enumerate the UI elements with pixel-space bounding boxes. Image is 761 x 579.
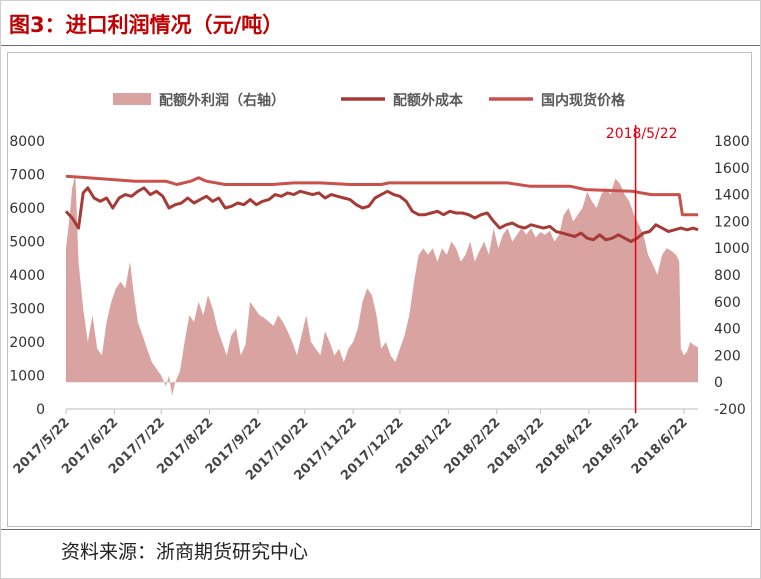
- y-left-tick-label: 5000: [9, 235, 45, 251]
- y-left-tick-label: 3000: [9, 302, 45, 318]
- y-left-tick-label: 7000: [9, 168, 45, 184]
- y-right-tick-label: 0: [714, 375, 723, 391]
- y-left-tick-label: 8000: [9, 134, 45, 150]
- legend-swatch-0: [113, 93, 151, 105]
- y-right-tick-label: 400: [714, 322, 741, 338]
- y-right-tick-label: 1800: [714, 134, 750, 150]
- y-right-tick-label: 800: [714, 268, 741, 284]
- y-left-tick-label: 4000: [9, 268, 45, 284]
- y-right-tick-label: 600: [714, 295, 741, 311]
- chart: 0 1000 2000 3000 4000 5000 6000 7000 8000 -200 0 20…: [9, 92, 750, 484]
- price-line: [65, 174, 698, 217]
- source-note: 资料来源：浙商期货研究中心: [61, 541, 309, 563]
- y-right-tick-label: 1000: [714, 241, 750, 257]
- y-right-tick-label: 200: [714, 348, 741, 364]
- legend-label-0: 配额外利润（右轴）: [159, 92, 285, 109]
- legend-label-1: 配额外成本: [393, 92, 464, 109]
- y-right-tick-label: 1200: [714, 214, 750, 230]
- figure-title: 图3：进口利润情况（元/吨）: [9, 13, 284, 37]
- y-left-tick-label: 1000: [9, 369, 45, 385]
- title-divider: [1, 45, 760, 46]
- y-left-tick-label: 0: [36, 402, 45, 418]
- cost-line: [64, 186, 699, 243]
- y-left-tick-label: 6000: [9, 201, 45, 217]
- legend-label-2: 国内现货价格: [541, 92, 626, 109]
- profit-area: [66, 174, 698, 396]
- source-divider: [1, 529, 760, 530]
- chart-border: [7, 52, 752, 527]
- y-right-tick-label: -200: [714, 402, 746, 418]
- date-marker-label: 2018/5/22: [606, 126, 678, 142]
- y-left-tick-label: 2000: [9, 335, 45, 351]
- y-right-tick-label: 1600: [714, 161, 750, 177]
- y-right-tick-label: 1400: [714, 188, 750, 204]
